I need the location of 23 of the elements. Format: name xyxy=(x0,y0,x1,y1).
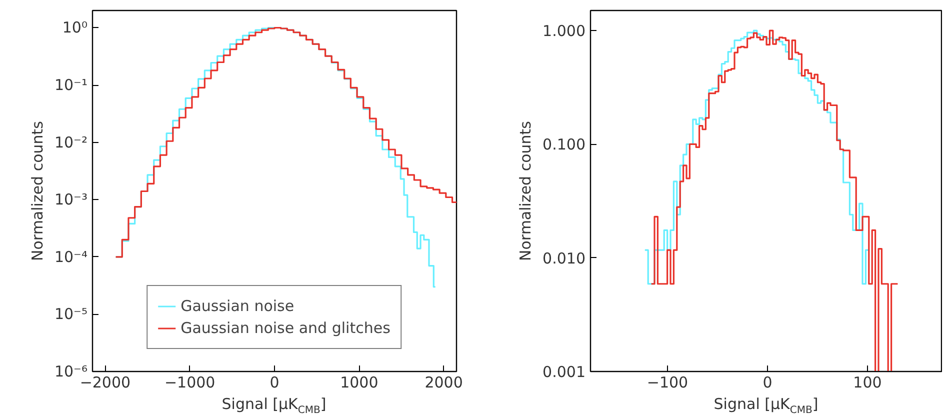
legend-label: Gaussian noise and glitches xyxy=(180,319,390,337)
x-tick-label: −1000 xyxy=(164,374,216,392)
x-tick-label: 1000 xyxy=(340,374,378,392)
y-axis-title: Normalized counts xyxy=(516,120,535,261)
y-tick-label: 10⁻² xyxy=(54,133,88,152)
y-axis-title: Normalized counts xyxy=(28,120,46,261)
x-axis-title: Signal [μK$_{CMB}$] xyxy=(714,395,818,415)
x-tick-label: 2000 xyxy=(424,374,463,392)
x-tick-label: −100 xyxy=(646,374,688,392)
y-tick-label: 0.001 xyxy=(542,363,586,381)
x-tick-label: 0 xyxy=(762,374,772,392)
x-axis-title: Signal [μK$_{CMB}$] xyxy=(222,395,326,415)
y-tick-label: 10⁻⁴ xyxy=(54,248,88,266)
x-tick-label: 100 xyxy=(853,374,882,392)
y-tick-label: 0.100 xyxy=(542,136,586,154)
legend-label: Gaussian noise xyxy=(180,297,294,315)
y-tick-label: 10⁻³ xyxy=(54,190,88,209)
y-tick-label: 0.010 xyxy=(542,249,586,268)
y-tick-label: 1.000 xyxy=(542,22,586,40)
y-tick-label: 10⁰ xyxy=(62,18,88,37)
y-tick-label: 10⁻⁵ xyxy=(54,305,88,324)
y-tick-label: 10⁻¹ xyxy=(54,76,88,94)
x-tick-label: 0 xyxy=(270,374,280,392)
